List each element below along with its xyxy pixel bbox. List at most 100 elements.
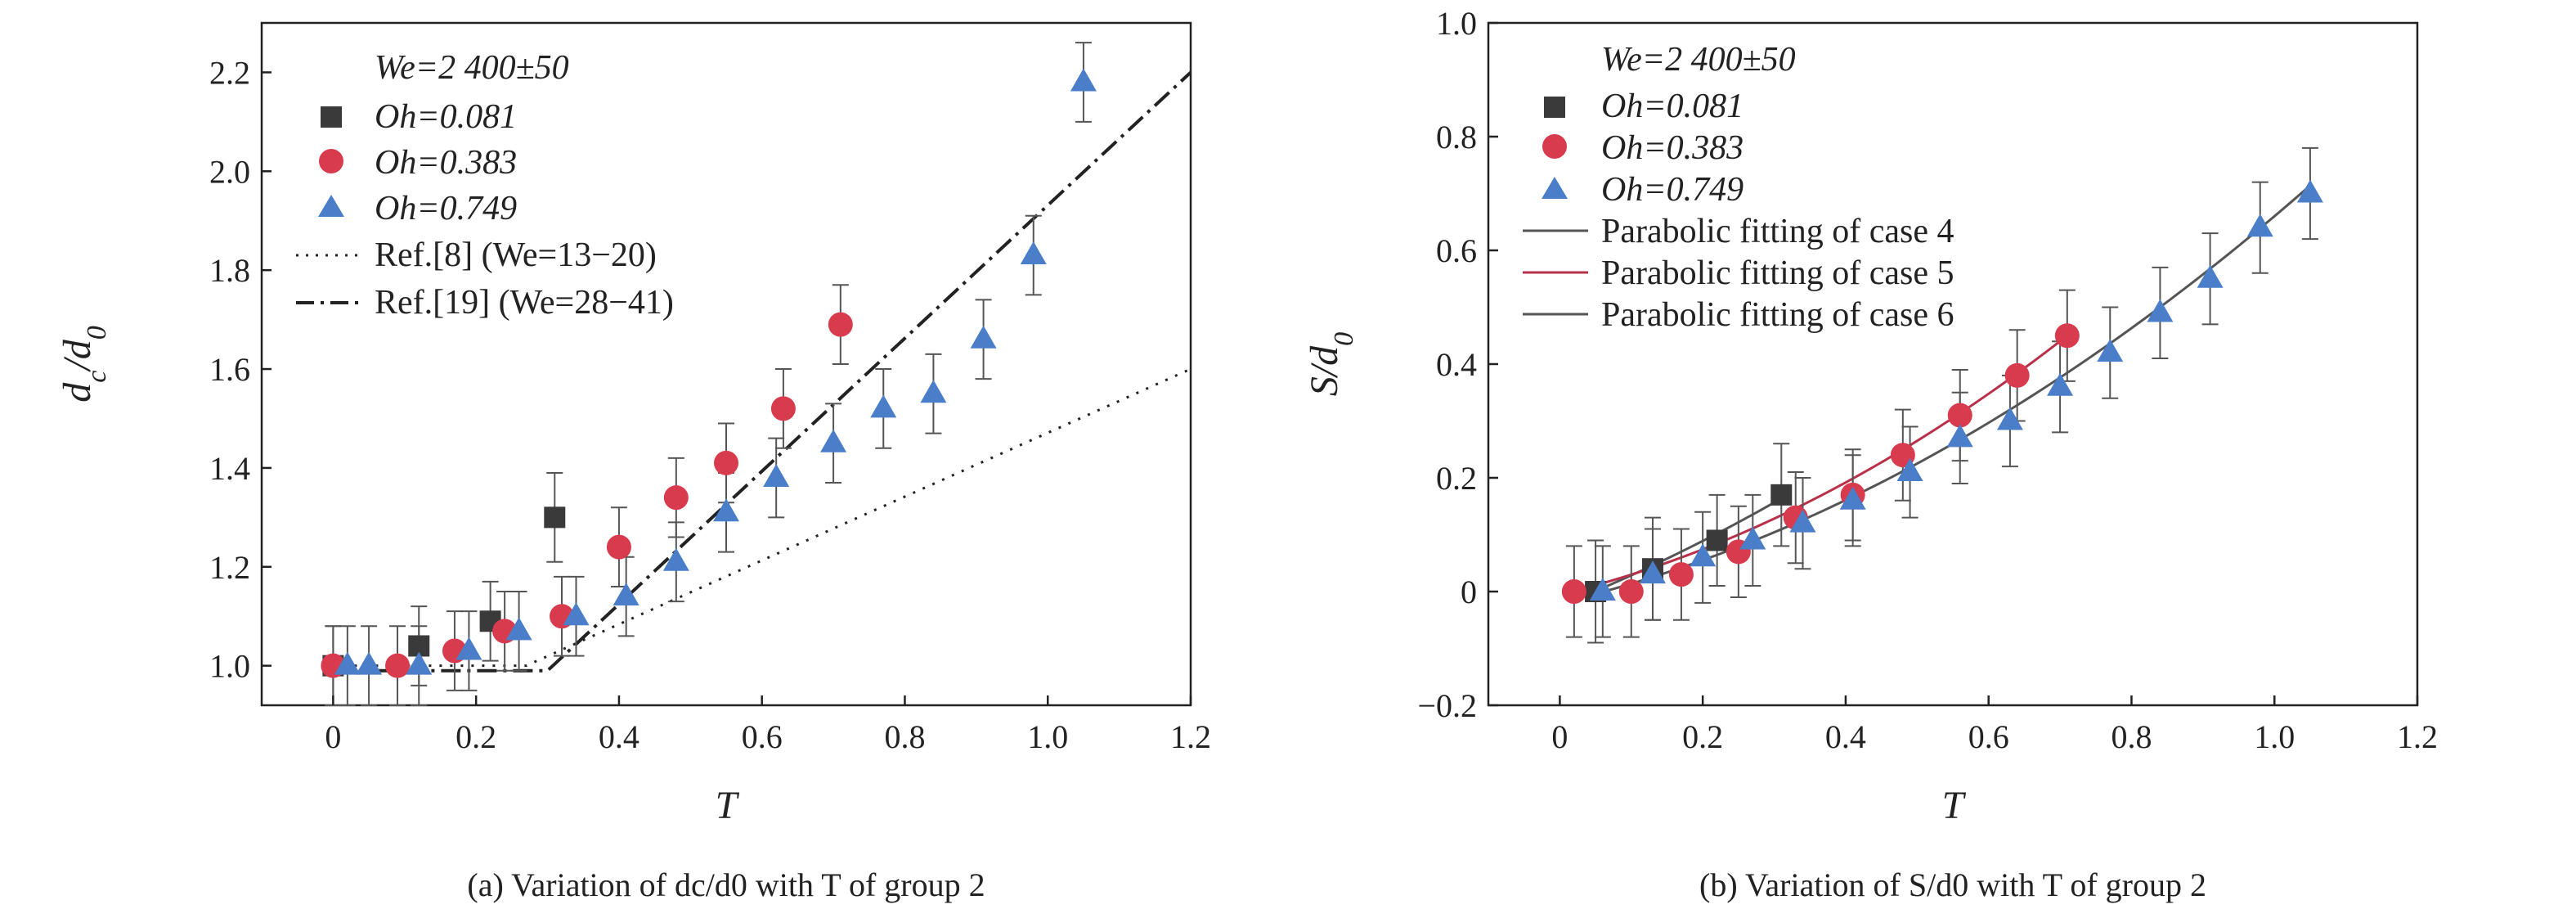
- chart-a-legend-oh-1: Oh=0.081: [375, 98, 517, 136]
- chart-b-ylabel: S/d0: [1303, 332, 1359, 396]
- fit-curve-case-5: [1573, 335, 2068, 592]
- chart-b-legend-title: We=2 400±50: [1601, 41, 1796, 79]
- chart-b-legend-fit4: Parabolic fitting of case 4: [1601, 213, 1954, 250]
- data-point-triangle: [2097, 339, 2124, 362]
- data-point-triangle: [334, 651, 361, 675]
- y-tick-label: 0.4: [1436, 346, 1477, 383]
- chart-b-legend-fit5: Parabolic fitting of case 5: [1601, 254, 1954, 292]
- y-tick-label: 2.0: [209, 153, 250, 190]
- data-point-square: [1770, 484, 1793, 506]
- data-point-triangle: [1946, 424, 1973, 448]
- y-tick-label: 1.6: [209, 351, 250, 388]
- x-tick-label: 0.6: [742, 718, 783, 755]
- x-tick-label: 0.2: [456, 718, 496, 755]
- data-point-triangle: [1789, 509, 1816, 533]
- x-tick-label: 0: [325, 718, 341, 755]
- x-tick-label: 0.8: [2111, 718, 2152, 755]
- chart-b-legend-oh-2: Oh=0.383: [1601, 129, 1744, 167]
- chart-a-xlabel: T: [716, 784, 740, 827]
- data-point-circle: [663, 485, 689, 511]
- legend-b-triangle-marker: [1542, 177, 1568, 199]
- data-point-triangle: [2296, 179, 2323, 203]
- data-point-triangle: [505, 617, 532, 641]
- x-tick-label: 0.6: [1968, 718, 2009, 755]
- y-tick-label: 0.6: [1436, 232, 1477, 269]
- data-point-triangle: [1896, 458, 1923, 482]
- data-point-triangle: [356, 651, 383, 675]
- data-point-triangle: [1020, 241, 1047, 265]
- data-point-triangle: [713, 498, 739, 522]
- x-tick-label: 0.2: [1682, 718, 1723, 755]
- data-point-triangle: [1589, 578, 1616, 601]
- chart-b-caption: (b) Variation of S/d0 with T of group 2: [1699, 866, 2206, 903]
- legend-a-triangle-marker: [318, 195, 344, 217]
- chart-a-ylabel: dc/d0: [56, 326, 112, 402]
- data-point-triangle: [406, 651, 433, 675]
- chart-b: 0 0.2 0.4 0.6 0.8 1.0 1.2−0.200.20.40.60.81.0 …: [1303, 5, 2438, 903]
- data-point-square: [1706, 529, 1728, 551]
- chart-a-frame: [260, 21, 1192, 707]
- data-point-circle: [1947, 403, 1972, 428]
- chart-a-caption: (a) Variation of dc/d0 with T of group 2: [467, 866, 985, 903]
- x-tick-label: 0.4: [599, 718, 640, 755]
- reference-line-1: [333, 367, 1192, 668]
- y-tick-label: −0.2: [1417, 687, 1477, 724]
- fit-curve-case-4: [1595, 497, 1783, 592]
- data-point-circle: [2004, 362, 2030, 388]
- y-tick-label: 1.4: [209, 450, 250, 487]
- chart-a: 0 0.2 0.4 0.6 0.8 1.0 1.2 1.0 1.2 1.4 1.6 1.8 2.0 2.2…: [56, 21, 1211, 903]
- legend-a-circle-marker: [319, 149, 343, 173]
- y-tick-label: 1.0: [209, 648, 250, 685]
- chart-b-legend: We=2 400±50 Oh=0.081 Oh=0.383 Oh=0.749 P…: [1523, 41, 1954, 334]
- data-point-triangle: [613, 583, 640, 606]
- data-point-triangle: [662, 547, 689, 571]
- data-point-triangle: [2246, 214, 2273, 237]
- data-point-triangle: [2147, 299, 2174, 322]
- data-point-triangle: [1839, 486, 1866, 510]
- data-point-triangle: [1690, 543, 1717, 567]
- data-point-triangle: [563, 602, 590, 626]
- data-point-triangle: [1070, 68, 1097, 92]
- data-point-circle: [2054, 323, 2080, 349]
- data-point-triangle: [1996, 407, 2023, 430]
- y-tick-label: 0.8: [1436, 119, 1477, 155]
- y-tick-label: 1.2: [209, 549, 250, 586]
- data-point-triangle: [1639, 560, 1666, 584]
- data-point-triangle: [920, 380, 947, 403]
- data-point-circle: [1561, 579, 1586, 604]
- chart-b-legend-fit6: Parabolic fitting of case 6: [1601, 296, 1954, 334]
- y-tick-label: 1.0: [1436, 5, 1477, 42]
- data-point-circle: [606, 534, 631, 560]
- chart-b-legend-oh-1: Oh=0.081: [1601, 88, 1744, 125]
- data-point-square: [544, 506, 566, 529]
- legend-a-square-marker: [321, 106, 342, 128]
- x-tick-label: 0.8: [884, 718, 925, 755]
- chart-a-legend-ref8: Ref.[8] (We=13−20): [375, 236, 657, 274]
- data-point-circle: [1668, 562, 1694, 587]
- x-tick-label: 1.0: [1027, 718, 1068, 755]
- y-tick-label: 1.8: [209, 252, 250, 289]
- data-point-triangle: [2047, 372, 2074, 396]
- data-point-triangle: [1739, 526, 1766, 550]
- chart-a-legend-oh-3: Oh=0.749: [375, 190, 517, 227]
- x-tick-label: 1.0: [2254, 718, 2295, 755]
- legend-b-square-marker: [1544, 97, 1565, 118]
- data-point-triangle: [970, 325, 997, 349]
- chart-a-legend-title: We=2 400±50: [375, 49, 569, 87]
- data-point-triangle: [456, 637, 482, 660]
- legend-b-circle-marker: [1542, 134, 1567, 159]
- reference-line-2: [333, 70, 1192, 673]
- x-tick-label: 0: [1551, 718, 1568, 755]
- x-tick-label: 1.2: [2397, 718, 2438, 755]
- data-point-circle: [714, 450, 738, 475]
- data-point-circle: [828, 312, 853, 337]
- chart-a-legend-ref19: Ref.[19] (We=28−41): [375, 284, 674, 322]
- x-tick-label: 1.2: [1170, 718, 1211, 755]
- chart-b-legend-oh-3: Oh=0.749: [1601, 171, 1744, 209]
- data-point-triangle: [870, 394, 897, 418]
- data-point-circle: [385, 653, 411, 678]
- data-point-triangle: [763, 464, 790, 487]
- y-tick-label: 0: [1461, 574, 1477, 610]
- chart-a-legend: We=2 400±50 Oh=0.081 Oh=0.383 Oh=0.749 R…: [296, 49, 674, 322]
